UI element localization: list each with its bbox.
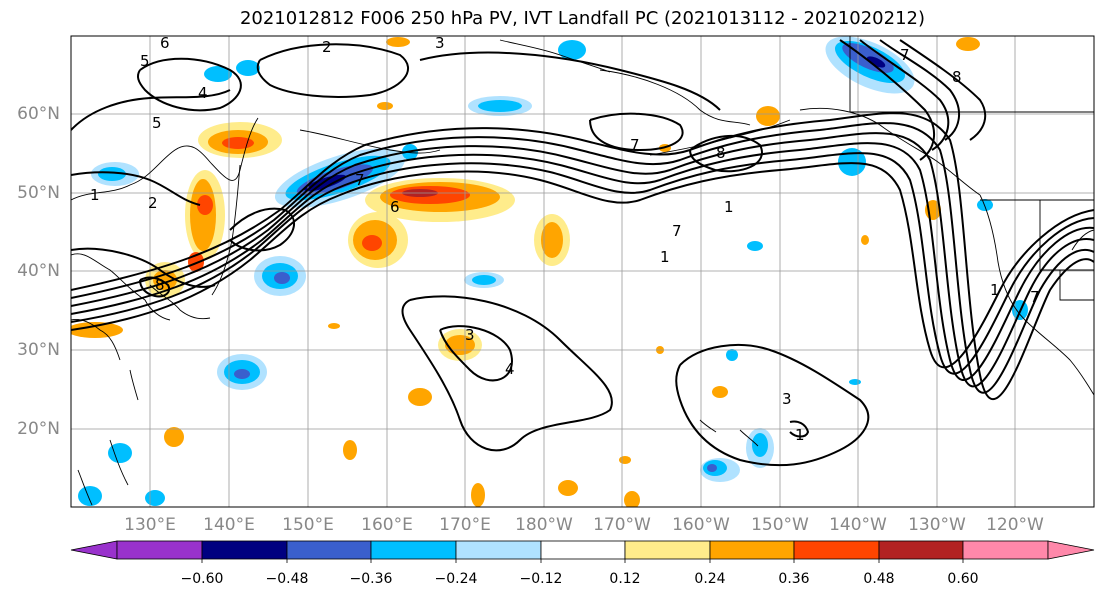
contour-label: 2 <box>322 38 332 56</box>
colorbar-tick-label: 0.60 <box>947 571 979 587</box>
colorbar-tick-label: −0.24 <box>434 571 478 587</box>
contour-label: 1 <box>795 426 805 444</box>
lon-label-120w: 120°W <box>986 515 1044 535</box>
contour-label: 3 <box>435 34 445 52</box>
map-frame <box>70 35 1095 508</box>
contour-label: 8 <box>716 144 726 162</box>
contour-label: 3 <box>465 326 475 344</box>
lon-label-160e: 160°E <box>361 515 413 535</box>
lat-label-20n: 20°N <box>17 419 60 439</box>
contour-label: 2 <box>148 194 158 212</box>
lat-label-30n: 30°N <box>17 340 60 360</box>
contour-label: 3 <box>782 390 792 408</box>
lon-label-150e: 150°E <box>282 515 334 535</box>
colorbar-bin <box>962 540 1049 560</box>
lon-label-160w: 160°W <box>672 515 730 535</box>
colorbar-bin <box>116 540 203 560</box>
contour-label: 7 <box>630 136 640 154</box>
contour-label: 7 <box>1030 288 1040 306</box>
colorbar-extend-max <box>1047 540 1095 560</box>
lat-label-60n: 60°N <box>17 104 60 124</box>
contour-label: 8 <box>952 68 962 86</box>
contour-label: 7 <box>900 46 910 64</box>
colorbar-tick-label: −0.48 <box>265 571 309 587</box>
colorbar-bin <box>201 540 288 560</box>
lat-label-50n: 50°N <box>17 183 60 203</box>
colorbar-tick-label: 0.36 <box>778 571 810 587</box>
contour-label: 4 <box>505 360 515 378</box>
colorbar-tick-label: −0.12 <box>519 571 563 587</box>
positive-anomaly-shading <box>71 37 980 507</box>
colorbar-bin <box>455 540 542 560</box>
colorbar <box>70 540 1095 563</box>
colorbar-bin <box>878 540 964 560</box>
lat-label-40n: 40°N <box>17 261 60 281</box>
lon-label-170w: 170°W <box>593 515 651 535</box>
contour-label: 5 <box>140 52 150 70</box>
lon-label-140e: 140°E <box>203 515 255 535</box>
lon-label-130e: 130°E <box>124 515 176 535</box>
lon-label-140w: 140°W <box>829 515 887 535</box>
lon-label-180w: 180°W <box>515 515 573 535</box>
colorbar-extend-min <box>70 540 118 560</box>
contour-label: 8 <box>155 276 165 294</box>
colorbar-tick-label: 0.24 <box>694 571 726 587</box>
colorbar-bin <box>709 540 795 560</box>
contour-label: 7 <box>355 171 365 189</box>
contour-label: 6 <box>390 198 400 216</box>
colorbar-tick-label: −0.60 <box>180 571 224 587</box>
contour-label: 1 <box>990 281 1000 299</box>
colorbar-bin <box>286 540 372 560</box>
contour-label: 1 <box>90 186 100 204</box>
map-title: 2021012812 F006 250 hPa PV, IVT Landfall… <box>239 8 926 29</box>
colorbar-tick-label: 0.12 <box>609 571 641 587</box>
contour-label: 7 <box>672 222 682 240</box>
colorbar-bin <box>793 540 880 560</box>
colorbar-bin <box>624 540 711 560</box>
contour-lines <box>71 39 1094 467</box>
lon-label-170e: 170°E <box>439 515 491 535</box>
colorbar-bin <box>540 540 626 560</box>
colorbar-tick-label: 0.48 <box>863 571 895 587</box>
contour-label: 5 <box>152 114 162 132</box>
colorbar-tick-label: −0.36 <box>349 571 393 587</box>
map-panel <box>71 36 1094 507</box>
contour-label: 6 <box>160 34 170 52</box>
contour-labels: 6 5 4 5 2 3 1 2 7 6 8 7 8 1 7 1 3 4 3 1 … <box>90 34 1040 444</box>
contour-label: 4 <box>198 84 208 102</box>
lon-label-150w: 150°W <box>751 515 809 535</box>
contour-label: 1 <box>660 248 670 266</box>
lon-label-130w: 130°W <box>908 515 966 535</box>
contour-label: 1 <box>724 198 734 216</box>
colorbar-bin <box>370 540 457 560</box>
